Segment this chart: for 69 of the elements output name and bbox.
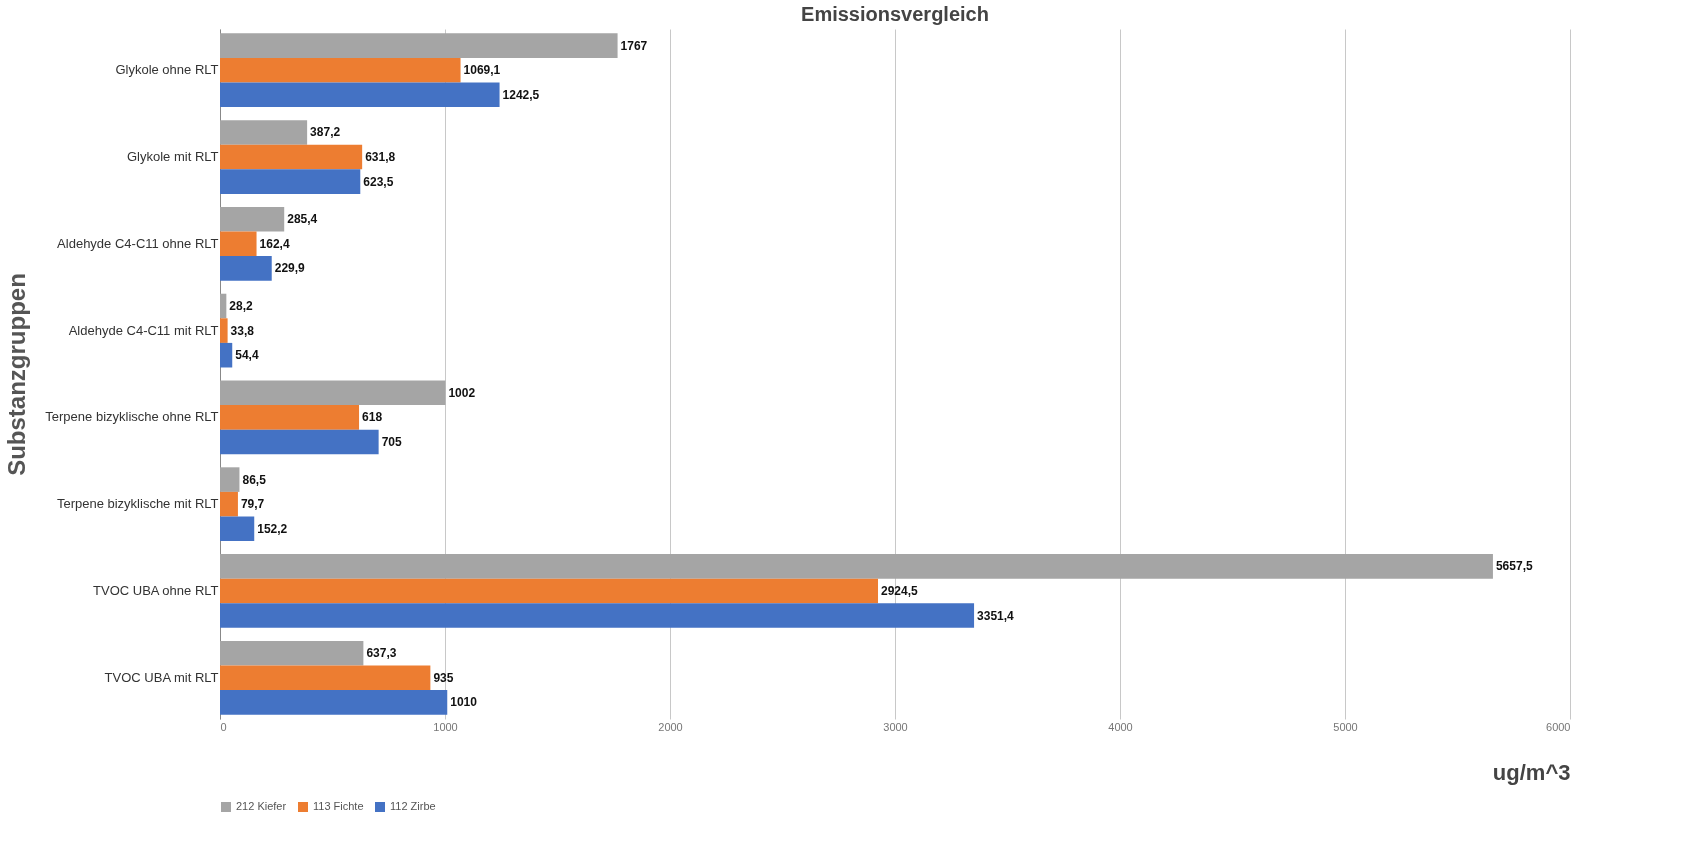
data-label: 33,8 — [230, 323, 255, 338]
bar — [220, 206, 285, 232]
bar — [220, 690, 448, 715]
x-tick-label: 1000 — [433, 720, 458, 733]
y-tick-label: Aldehyde C4-C11 ohne RLT — [57, 235, 219, 251]
bar — [220, 293, 227, 319]
y-tick-label: Terpene bizyklische ohne RLT — [45, 409, 219, 425]
data-label: 1010 — [450, 695, 478, 710]
bar — [220, 342, 233, 368]
y-tick-label: Glykole ohne RLT — [115, 62, 219, 78]
data-label: 1767 — [620, 38, 648, 53]
bar — [220, 467, 240, 492]
data-label: 285,4 — [287, 212, 318, 227]
data-label: 79,7 — [240, 497, 265, 512]
y-tick-label: Terpene bizyklische mit RLT — [56, 496, 219, 512]
data-label: 1069,1 — [463, 63, 501, 78]
data-label: 637,3 — [366, 646, 397, 661]
x-tick-label: 4000 — [1108, 720, 1133, 733]
x-tick-label: 2000 — [658, 720, 683, 733]
x-tick-label: 5000 — [1333, 720, 1358, 733]
legend-label: 212 Kiefer — [236, 800, 287, 812]
y-tick-label: Aldehyde C4-C11 mit RLT — [68, 322, 219, 338]
data-label: 28,2 — [229, 299, 254, 314]
y-axis-title: Substanzgruppen — [3, 273, 31, 476]
y-tick-label: Glykole mit RLT — [127, 149, 219, 165]
bar — [220, 405, 360, 430]
data-label: 2924,5 — [881, 583, 919, 598]
data-label: 935 — [433, 670, 454, 685]
data-label: 162,4 — [259, 236, 290, 251]
data-label: 86,5 — [242, 472, 267, 487]
data-label: 54,4 — [235, 348, 259, 363]
bar — [220, 318, 228, 343]
data-label: 5657,5 — [1495, 559, 1533, 574]
data-label: 229,9 — [274, 261, 306, 276]
bar — [220, 256, 272, 281]
x-tick-label: 3000 — [883, 720, 908, 733]
bar — [220, 144, 363, 170]
bar — [220, 169, 361, 194]
bar — [220, 578, 879, 604]
bar — [220, 231, 257, 257]
bar — [220, 640, 364, 666]
data-label: 623,5 — [363, 174, 394, 189]
data-label: 618 — [362, 410, 383, 425]
x-tick-label: 6000 — [1546, 720, 1571, 733]
bar — [220, 516, 255, 542]
bar — [220, 603, 975, 628]
bar — [220, 82, 500, 108]
data-label: 1002 — [448, 385, 476, 400]
data-label: 631,8 — [365, 150, 396, 165]
bar — [220, 554, 1493, 579]
bar — [220, 57, 461, 83]
bar — [220, 665, 431, 691]
y-tick-label: TVOC UBA ohne RLT — [93, 582, 219, 598]
y-tick-label: TVOC UBA mit RLT — [104, 669, 219, 685]
bar — [220, 380, 446, 406]
data-label: 1242,5 — [502, 87, 540, 102]
x-axis-title: ug/m^3 — [1492, 759, 1571, 785]
bar — [220, 491, 238, 517]
data-label: 387,2 — [310, 125, 341, 140]
legend-label: 113 Fichte — [313, 800, 364, 812]
legend-label: 112 Zirbe — [390, 800, 436, 812]
bar — [220, 429, 379, 455]
x-tick-label: 0 — [220, 720, 227, 733]
data-label: 152,2 — [257, 521, 288, 536]
bar — [220, 120, 308, 145]
data-label: 705 — [381, 434, 402, 449]
bar — [220, 33, 618, 58]
chart-title: Emissionsvergleich — [801, 3, 989, 25]
data-label: 3351,4 — [977, 608, 1015, 623]
